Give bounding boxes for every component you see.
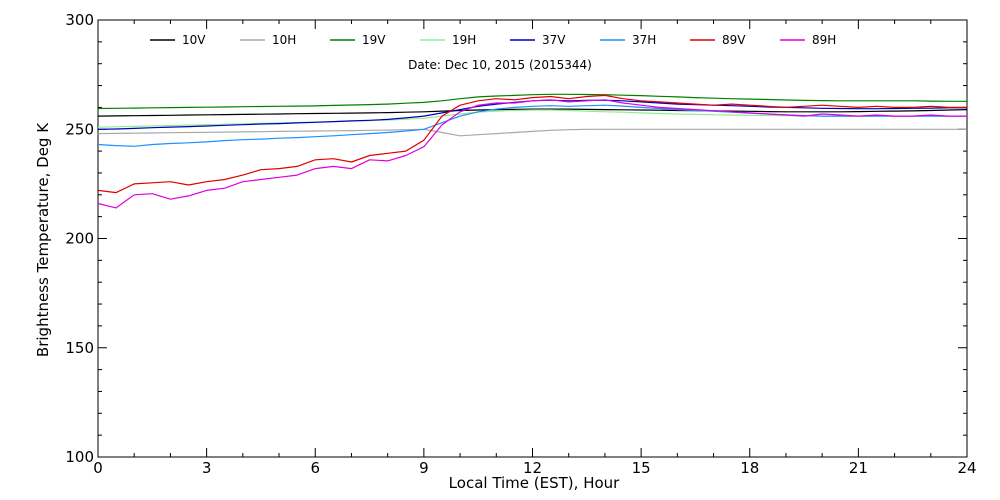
- x-tick-label-4: 12: [523, 459, 542, 477]
- y-axis-label: Brightness Temperature, Deg K: [34, 122, 52, 357]
- legend-label-37h: 37H: [632, 33, 656, 47]
- x-tick-label-2: 6: [310, 459, 320, 477]
- x-tick-label-3: 9: [419, 459, 429, 477]
- chart-date-label: Date: Dec 10, 2015 (2015344): [408, 58, 592, 72]
- legend-label-10v: 10V: [182, 33, 206, 47]
- series-lines: [97, 93, 968, 209]
- legend-label-89v: 89V: [722, 33, 746, 47]
- x-axis-label: Local Time (EST), Hour: [449, 474, 620, 492]
- series-line-89v: [97, 94, 967, 194]
- series-line-19v: [97, 93, 967, 110]
- legend-label-10h: 10H: [272, 33, 296, 47]
- x-tick-label-6: 18: [740, 459, 759, 477]
- series-line-89h: [97, 99, 967, 209]
- y-tick-label-0: 100: [65, 448, 94, 466]
- legend-label-19v: 19V: [362, 33, 386, 47]
- series-line-37h: [97, 104, 967, 147]
- series-line-10v: [97, 108, 968, 117]
- y-tick-label-3: 250: [65, 120, 94, 138]
- y-tick-label-1: 150: [65, 339, 94, 357]
- plot-frame: [97, 19, 968, 458]
- legend: 10V 10H 19V 19H 37V 37H 89V 89H: [150, 33, 836, 47]
- legend-label-89h: 89H: [812, 33, 836, 47]
- x-tick-label-7: 21: [849, 459, 868, 477]
- legend-label-19h: 19H: [452, 33, 476, 47]
- y-tick-label-2: 200: [65, 230, 94, 248]
- x-tick-label-0: 0: [93, 459, 103, 477]
- legend-label-37v: 37V: [542, 33, 566, 47]
- x-tick-label-1: 3: [202, 459, 212, 477]
- axis-ticks: 0 3 6 9 12 15 18 21 24 100 150 200 250 300: [65, 11, 976, 477]
- x-tick-label-5: 15: [632, 459, 651, 477]
- y-tick-label-4: 300: [65, 11, 94, 29]
- x-tick-label-8: 24: [957, 459, 976, 477]
- series-line-10h: [97, 128, 967, 137]
- series-line-19h: [97, 109, 967, 128]
